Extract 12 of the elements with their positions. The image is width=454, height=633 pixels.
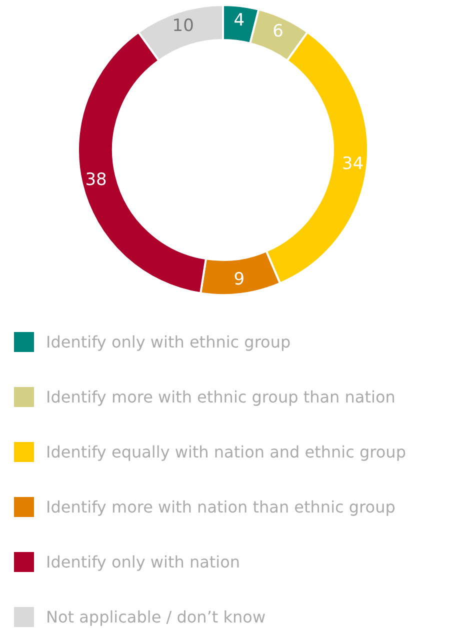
legend-label: Identify only with ethnic group <box>46 332 291 352</box>
legend-label: Identify equally with nation and ethnic group <box>46 442 406 462</box>
data-label: 9 <box>234 269 245 290</box>
data-label: 38 <box>85 170 107 190</box>
data-label: 34 <box>342 154 364 174</box>
legend-label: Not applicable / don’t know <box>46 608 266 626</box>
legend-label: Identify more with ethnic group than nation <box>46 388 396 406</box>
data-label: 4 <box>234 10 245 31</box>
legend-label: Identify more with nation than ethnic group <box>46 498 396 516</box>
data-label: 10 <box>172 16 194 36</box>
legend-label: Identify only with nation <box>46 552 240 572</box>
data-label: 6 <box>272 22 284 42</box>
